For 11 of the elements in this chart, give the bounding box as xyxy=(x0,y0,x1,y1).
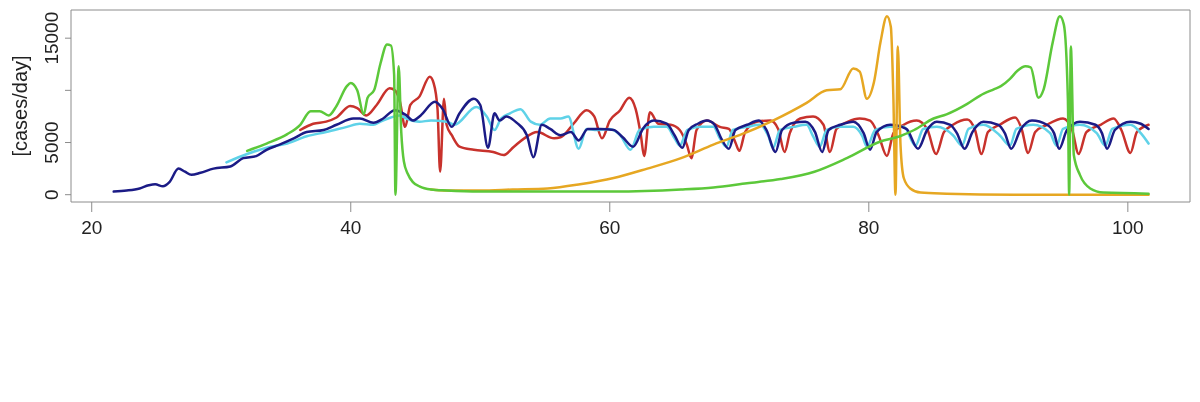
line-series xyxy=(112,97,1150,193)
line-series xyxy=(245,15,1150,196)
x-tick-label: 60 xyxy=(599,217,621,239)
y-tick-label: 5000 xyxy=(41,121,63,164)
x-tick-label: 20 xyxy=(81,217,103,239)
x-tick-label: 40 xyxy=(340,217,362,239)
y-tick-label: 0 xyxy=(41,189,63,200)
y-axis-title: [cases/day] xyxy=(9,55,31,157)
y-tick-label: 15000 xyxy=(41,11,63,65)
x-tick-label: 80 xyxy=(858,217,880,239)
x-tick-label: 100 xyxy=(1111,217,1144,239)
